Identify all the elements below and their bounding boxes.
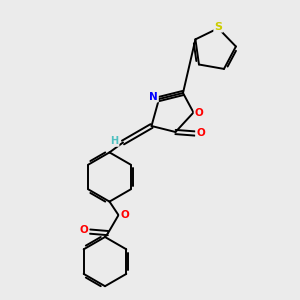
Text: O: O (194, 107, 203, 118)
Text: N: N (149, 92, 158, 102)
Text: S: S (214, 22, 222, 32)
Text: O: O (196, 128, 205, 139)
Text: H: H (110, 136, 119, 146)
Text: O: O (80, 225, 88, 235)
Text: O: O (120, 210, 129, 220)
